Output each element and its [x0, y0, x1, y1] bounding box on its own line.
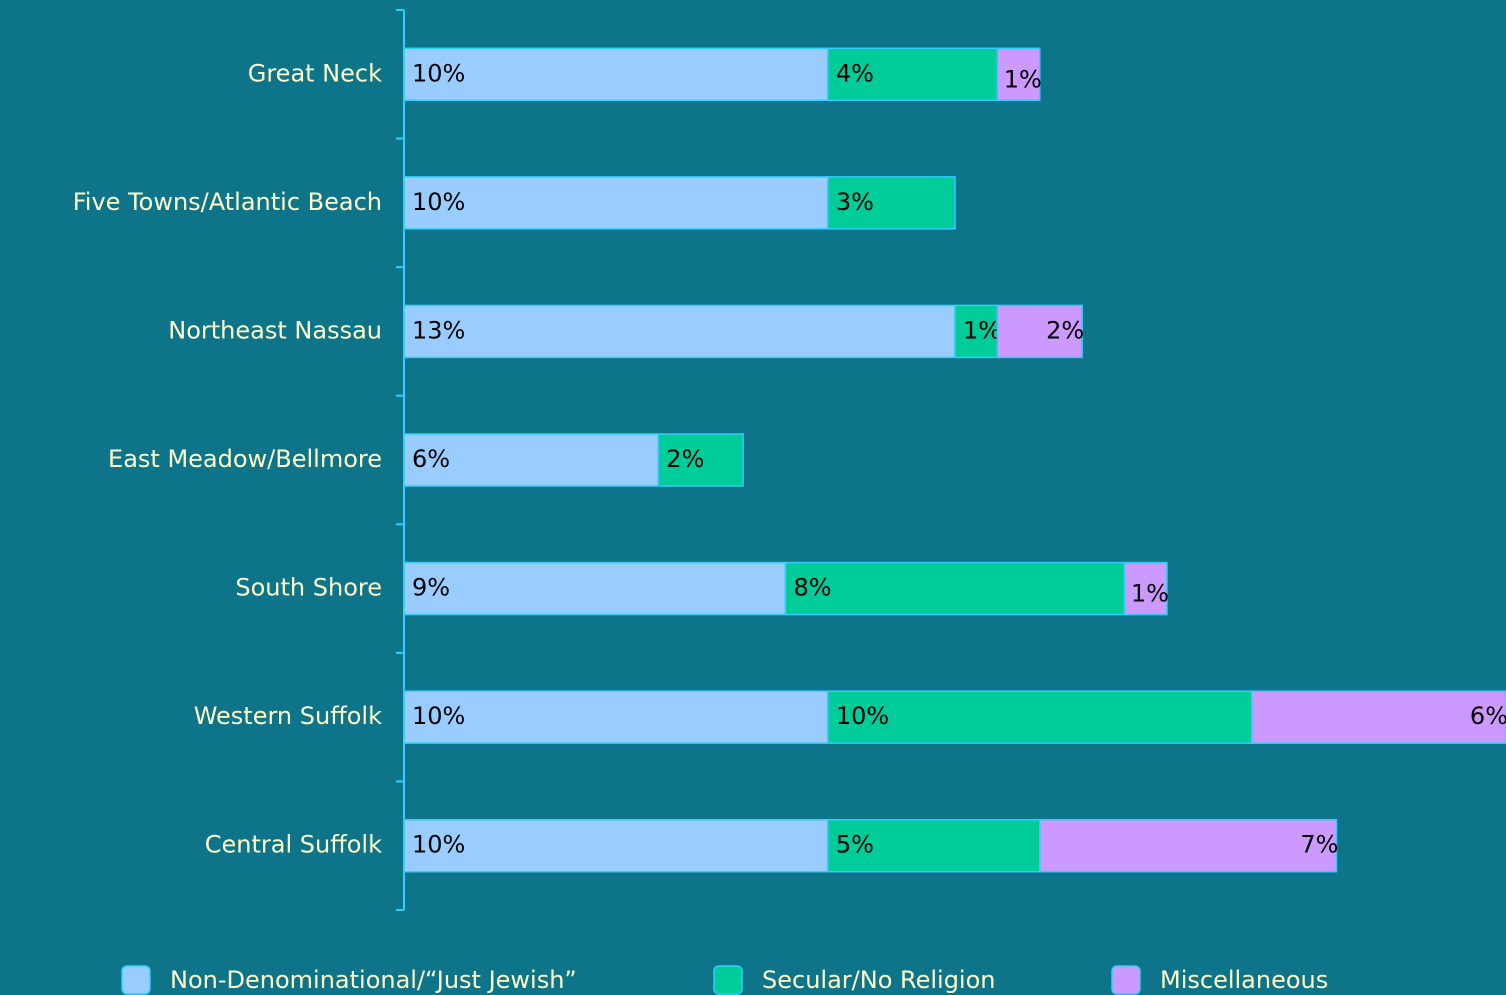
category-label: Five Towns/Atlantic Beach — [73, 188, 382, 216]
category-label: Great Neck — [248, 59, 382, 87]
category-label: Northeast Nassau — [168, 316, 382, 344]
bar-segment — [996, 304, 1083, 359]
bar-segment — [403, 561, 787, 616]
data-label: 10% — [836, 702, 889, 730]
bar-segment — [1039, 818, 1338, 873]
bar-segment — [1123, 561, 1168, 616]
bar-segment — [827, 818, 1041, 873]
data-label: 1% — [1131, 580, 1169, 608]
legend-swatch — [121, 965, 151, 995]
legend-swatch — [713, 965, 743, 995]
data-label: 10% — [412, 59, 465, 87]
legend-label: Miscellaneous — [1160, 966, 1328, 994]
data-label: 13% — [412, 316, 465, 344]
bar-segment — [657, 433, 744, 487]
data-label: 10% — [412, 831, 465, 859]
category-label: East Meadow/Bellmore — [108, 445, 382, 473]
legend-swatch — [1111, 965, 1141, 995]
bar-segment — [403, 304, 956, 359]
bar-segment — [403, 47, 829, 102]
data-label: 10% — [412, 702, 465, 730]
data-label: 2% — [666, 445, 704, 473]
data-label: 6% — [1470, 702, 1506, 730]
bar-segment — [784, 561, 1126, 616]
legend-label: Secular/No Religion — [762, 966, 996, 994]
bar-segment — [827, 176, 956, 230]
bar-segment — [403, 176, 829, 230]
data-label: 3% — [836, 188, 874, 216]
data-label: 10% — [412, 188, 465, 216]
bar-segment — [403, 690, 829, 744]
data-label: 7% — [1300, 831, 1338, 859]
data-label: 4% — [836, 59, 874, 87]
bar-segment — [1250, 690, 1506, 744]
bar-segment — [403, 818, 829, 873]
bar-segment — [827, 690, 1253, 744]
data-label: 1% — [963, 316, 1001, 344]
data-label: 8% — [793, 574, 831, 602]
bar-segment — [403, 433, 660, 487]
bar-segment — [954, 304, 999, 359]
bar-segment — [996, 47, 1041, 102]
category-label: Central Suffolk — [205, 831, 382, 859]
category-label: Western Suffolk — [194, 702, 382, 730]
category-label: South Shore — [235, 574, 382, 602]
data-label: 5% — [836, 831, 874, 859]
legend-label: Non-Denominational/“Just Jewish” — [170, 966, 577, 994]
data-label: 2% — [1046, 316, 1084, 344]
data-label: 9% — [412, 574, 450, 602]
data-label: 6% — [412, 445, 450, 473]
data-label: 1% — [1004, 65, 1042, 93]
